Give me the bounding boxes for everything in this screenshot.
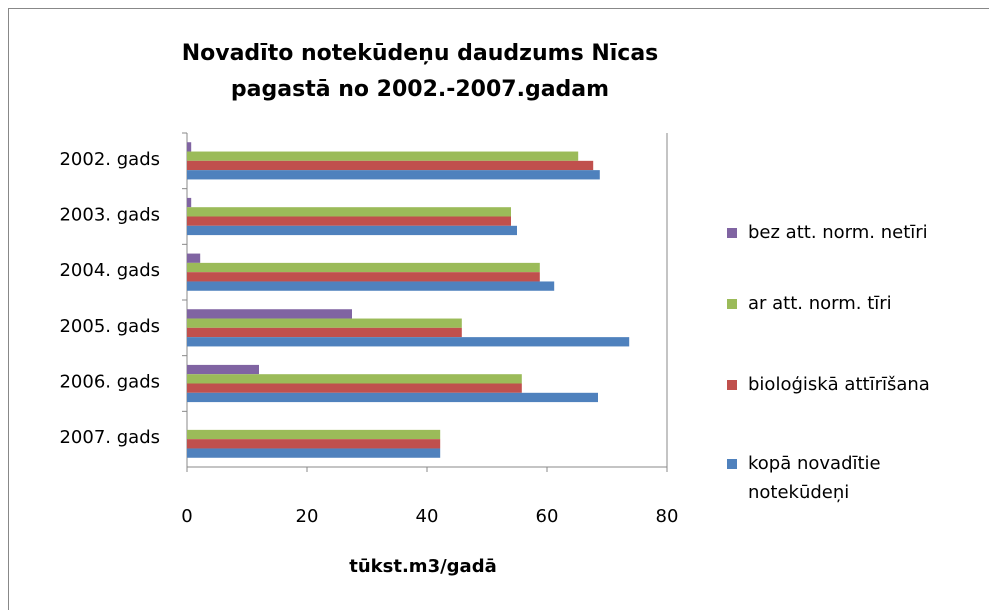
y-tick-label: 2007. gads: [59, 427, 160, 448]
legend-entry: bez att. norm. netīri: [727, 218, 977, 247]
bar: [187, 448, 441, 458]
x-tick-label: 60: [536, 506, 559, 527]
bar: [187, 142, 192, 152]
legend-label: bez att. norm. netīri: [748, 222, 928, 243]
legend-swatch: [727, 299, 737, 309]
bar: [187, 281, 555, 291]
bar: [187, 429, 441, 440]
bar: [187, 216, 511, 226]
bar: [187, 160, 594, 171]
bar: [187, 151, 579, 161]
legend-label: bioloģiskā attīrīšana: [748, 374, 930, 395]
legend-swatch: [727, 228, 737, 238]
bar: [187, 309, 352, 319]
y-tick-label: 2002. gads: [59, 149, 160, 170]
legend-label: ar att. norm. tīri: [748, 293, 892, 314]
legend-entry: kopā novadītie notekūdeņi: [727, 449, 977, 507]
y-tick-label: 2003. gads: [59, 205, 160, 226]
x-tick-label: 80: [656, 506, 679, 527]
chart-border: [8, 8, 989, 610]
x-tick-label: 0: [181, 506, 192, 527]
bar: [187, 272, 540, 282]
legend-swatch: [727, 459, 737, 469]
bar: [187, 374, 522, 384]
chart-title: Novadīto notekūdeņu daudzums Nīcas pagas…: [181, 41, 659, 102]
y-tick-label: 2004. gads: [59, 260, 160, 281]
legend-label: kopā novadītie notekūdeņi: [748, 453, 881, 503]
bar: [187, 392, 598, 403]
legend-entry: bioloģiskā attīrīšana: [727, 370, 977, 399]
legend-entry: ar att. norm. tīri: [727, 289, 977, 318]
bar: [187, 383, 522, 393]
bar: [187, 318, 462, 328]
bar: [187, 197, 192, 208]
y-tick-label: 2005. gads: [59, 316, 160, 337]
bar: [187, 327, 462, 338]
bar: [187, 439, 441, 449]
bar: [187, 225, 517, 236]
bar: [187, 170, 600, 180]
y-tick-label: 2006. gads: [59, 372, 160, 393]
bar: [187, 337, 630, 347]
bar: [187, 207, 511, 217]
x-axis-title: tūkst.m3/gadā: [349, 556, 496, 577]
bar: [187, 262, 540, 273]
x-tick-label: 20: [296, 506, 319, 527]
x-tick-label: 40: [416, 506, 439, 527]
bar: [187, 364, 259, 375]
bar: [187, 253, 201, 263]
legend-swatch: [727, 380, 737, 390]
